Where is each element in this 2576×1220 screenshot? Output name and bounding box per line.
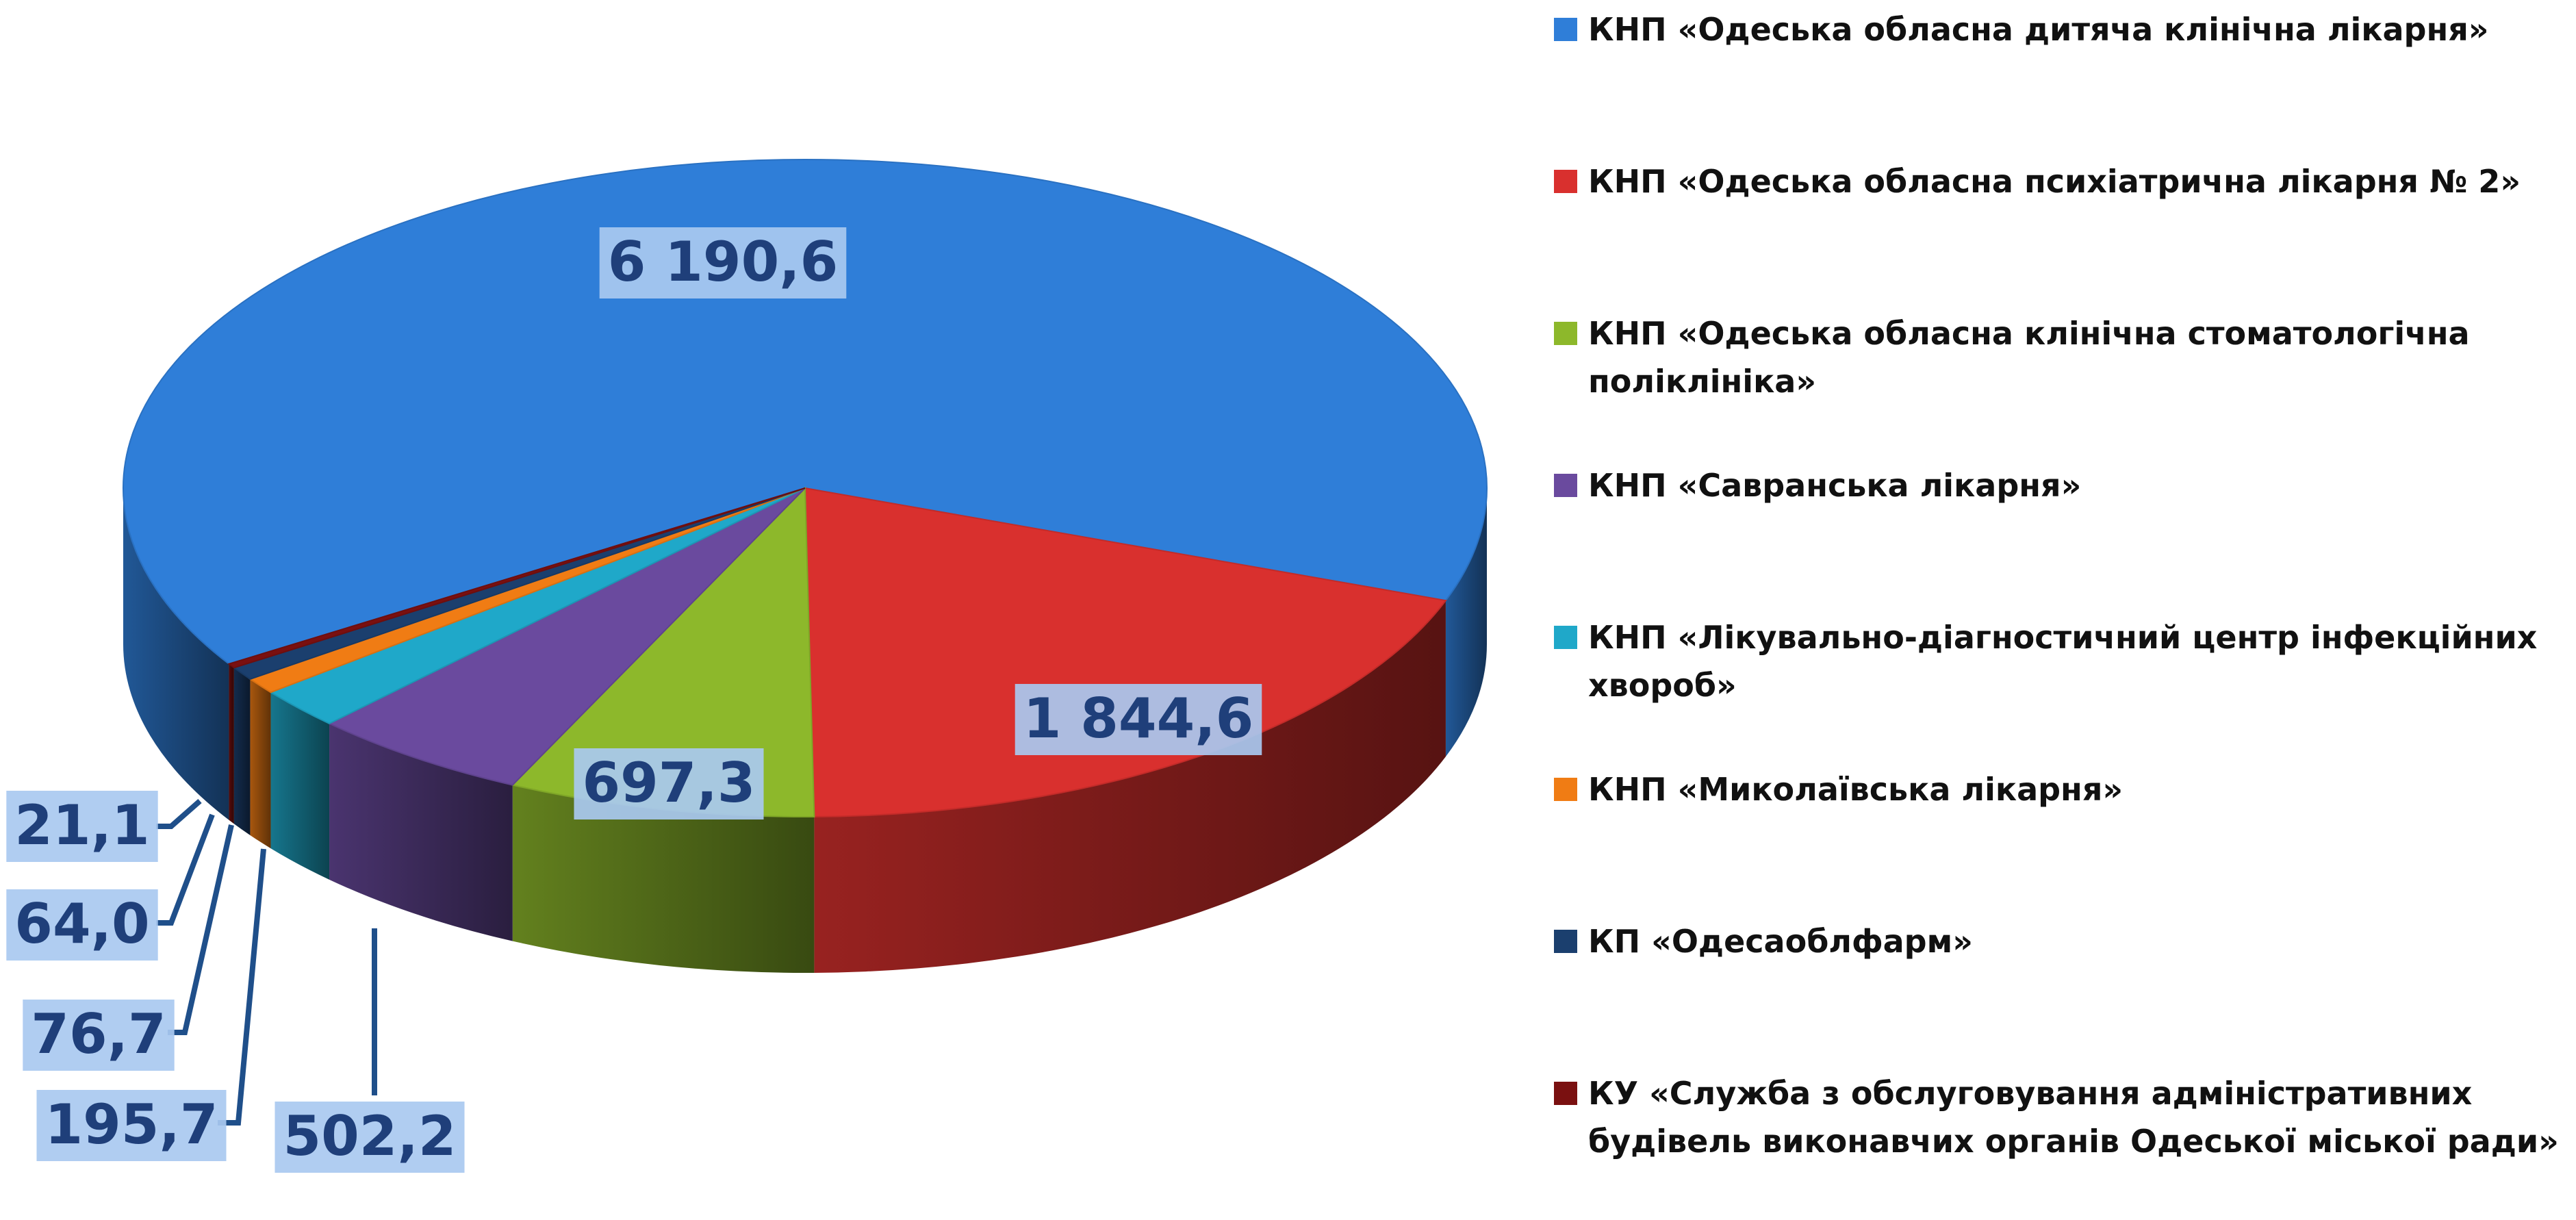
label-box bbox=[23, 1000, 175, 1071]
legend-swatch bbox=[1554, 170, 1577, 193]
slice-side bbox=[270, 692, 330, 880]
slice-side bbox=[512, 785, 815, 973]
legend-label: КУ «Служба з обслуговування адміністрати… bbox=[1588, 1075, 2559, 1160]
legend-swatch bbox=[1554, 930, 1577, 953]
slice-side bbox=[1445, 488, 1487, 757]
legend-entry: КНП «Миколаївська лікарня» bbox=[1554, 765, 2560, 813]
label-box bbox=[6, 889, 158, 961]
legend-swatch bbox=[1554, 626, 1577, 649]
leader-line bbox=[156, 798, 202, 829]
data-label: 502,2 bbox=[283, 1104, 456, 1168]
data-label: 1 844,6 bbox=[1023, 687, 1254, 750]
legend-entry: КП «Одесаоблфарм» bbox=[1554, 917, 2560, 965]
data-label: 6 190,6 bbox=[608, 230, 839, 294]
data-label: 76,7 bbox=[31, 1002, 166, 1066]
data-label: 195,7 bbox=[44, 1093, 218, 1156]
label-box bbox=[36, 1090, 227, 1161]
legend-entry: КНП «Одеська обласна клінічна стоматолог… bbox=[1554, 309, 2560, 405]
slice-side bbox=[229, 663, 234, 824]
legend-label: КНП «Одеська обласна психіатрична лікарн… bbox=[1588, 163, 2521, 200]
slice-side bbox=[123, 488, 229, 820]
legend-swatch bbox=[1554, 474, 1577, 497]
legend-label: КНП «Лікувально-діагностичний центр інфе… bbox=[1588, 619, 2538, 704]
legend-label: КП «Одесаоблфарм» bbox=[1588, 923, 1973, 960]
legend-entry: КНП «Одеська обласна дитяча клінічна лік… bbox=[1554, 5, 2560, 53]
legend-entry: КНП «Одеська обласна психіатрична лікарн… bbox=[1554, 157, 2560, 205]
slice-side bbox=[814, 600, 1446, 973]
slice-side bbox=[233, 668, 251, 835]
data-label: 21,1 bbox=[14, 793, 149, 857]
slice bbox=[227, 487, 806, 669]
slice-side bbox=[329, 723, 513, 941]
label-box bbox=[6, 791, 158, 862]
leader-line bbox=[218, 848, 266, 1126]
legend-swatch bbox=[1554, 1082, 1577, 1105]
legend-entry: КУ «Служба з обслуговування адміністрати… bbox=[1554, 1069, 2560, 1165]
slice bbox=[804, 487, 1447, 817]
legend-swatch bbox=[1554, 778, 1577, 801]
label-box bbox=[599, 227, 847, 298]
data-label: 64,0 bbox=[14, 892, 149, 956]
chart: 6 190,6 1 844,6 697,3 502,2 195,7 76,7 64,0 21,… bbox=[6, 158, 1488, 1173]
legend-label: КНП «Савранська лікарня» bbox=[1588, 467, 2082, 504]
label-box bbox=[1015, 684, 1262, 755]
legend-label: КНП «Миколаївська лікарня» bbox=[1588, 771, 2124, 808]
leader-line bbox=[168, 824, 234, 1035]
label-box bbox=[275, 1102, 465, 1173]
legend-swatch bbox=[1554, 18, 1577, 41]
legend-entry: КНП «Савранська лікарня» bbox=[1554, 461, 2560, 509]
slice-side bbox=[250, 678, 271, 849]
label-box bbox=[574, 748, 764, 819]
slice bbox=[123, 158, 1488, 665]
data-label: 697,3 bbox=[582, 751, 755, 815]
leader-line bbox=[156, 813, 215, 926]
legend-swatch bbox=[1554, 322, 1577, 345]
legend-entry: КНП «Лікувально-діагностичний центр інфе… bbox=[1554, 613, 2560, 709]
slice bbox=[327, 487, 806, 786]
legend-label: КНП «Одеська обласна дитяча клінічна лік… bbox=[1588, 11, 2489, 48]
legend-label: КНП «Одеська обласна клінічна стоматолог… bbox=[1588, 315, 2470, 400]
